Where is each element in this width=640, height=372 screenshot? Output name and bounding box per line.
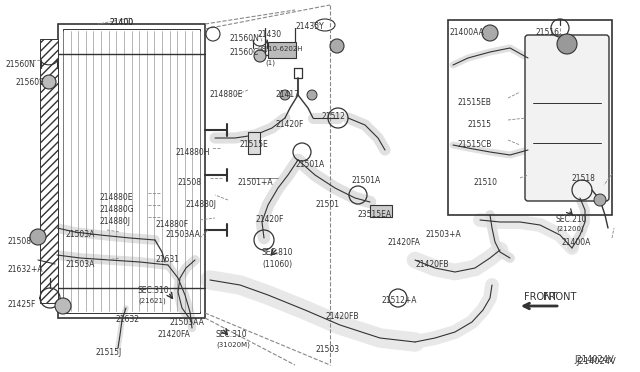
Text: SEC.810: SEC.810 [262,248,294,257]
Text: (11060): (11060) [262,260,292,269]
Circle shape [482,25,498,41]
Text: 21503AA: 21503AA [165,230,200,239]
Text: 08J10-6202H: 08J10-6202H [258,46,303,52]
Text: 214880E: 214880E [210,90,243,99]
Text: 21503+A: 21503+A [425,230,461,239]
Text: 214880F: 214880F [155,220,188,229]
Circle shape [280,90,290,100]
FancyBboxPatch shape [525,35,609,201]
Text: 21515J: 21515J [96,348,122,357]
Circle shape [55,298,71,314]
Text: 23515EA: 23515EA [358,210,392,219]
Text: 214880H: 214880H [175,148,209,157]
Text: 21435Y: 21435Y [296,22,324,31]
Text: 21430: 21430 [258,30,282,39]
Text: 21503: 21503 [316,345,340,354]
Circle shape [307,90,317,100]
Text: FRONT: FRONT [543,292,577,302]
Text: (1): (1) [265,59,275,65]
Text: (21621): (21621) [138,298,166,305]
Circle shape [557,34,577,54]
Text: 21515CB: 21515CB [458,140,492,149]
Text: 21420FB: 21420FB [415,260,449,269]
Text: (31020M): (31020M) [216,342,250,349]
Text: 21420FA: 21420FA [388,238,421,247]
Text: SEC.210: SEC.210 [556,215,588,224]
Circle shape [330,39,344,53]
Text: 21425F: 21425F [8,300,36,309]
Text: 21508: 21508 [178,178,202,187]
Text: 21420FA: 21420FA [158,330,191,339]
Text: 21400: 21400 [110,18,134,27]
Text: (21200): (21200) [556,226,584,232]
Text: 21400A: 21400A [562,238,591,247]
Text: SEC.310: SEC.310 [216,330,248,339]
Text: 21501+A: 21501+A [237,178,273,187]
Text: 214880G: 214880G [100,205,134,214]
Text: 21400: 21400 [110,18,134,27]
Text: 21512: 21512 [322,112,346,121]
Bar [248,132,260,154]
Text: 214880J: 214880J [100,217,131,226]
Circle shape [42,75,56,89]
Text: J214024V: J214024V [574,355,614,364]
Bar [370,205,392,217]
Text: 21560C: 21560C [230,48,259,57]
Text: 21503A: 21503A [65,260,94,269]
Text: 21515E: 21515E [240,140,269,149]
Text: 21560N: 21560N [5,60,35,69]
Text: 21512+A: 21512+A [382,296,417,305]
Bar [40,39,58,303]
Text: 21515: 21515 [468,120,492,129]
Text: 21400AA: 21400AA [450,28,485,37]
Bar [63,29,200,313]
Text: 21420F: 21420F [276,120,305,129]
Text: 21632+A: 21632+A [8,265,44,274]
Text: 21510: 21510 [474,178,498,187]
Text: 21516: 21516 [535,28,559,37]
Text: 21560E: 21560E [15,78,44,87]
Text: 21518: 21518 [572,174,596,183]
Text: 21420FB: 21420FB [326,312,360,321]
Text: 21503A: 21503A [65,230,94,239]
Bar [448,20,612,215]
Circle shape [254,50,266,62]
Bar [58,24,205,318]
Bar [268,42,296,58]
Text: J214024V: J214024V [576,357,616,366]
Text: 21501: 21501 [316,200,340,209]
Text: 21420F: 21420F [255,215,284,224]
Text: SEC.310: SEC.310 [138,286,170,295]
Text: 21632: 21632 [115,315,139,324]
Text: 21560N: 21560N [230,34,260,43]
Text: FRONT: FRONT [524,292,557,302]
Text: 21515EB: 21515EB [458,98,492,107]
Text: 21631: 21631 [155,255,179,264]
Text: 214880E: 214880E [100,193,134,202]
Text: 21503AA: 21503AA [170,318,205,327]
Text: 21417: 21417 [276,90,300,99]
Text: 21501A: 21501A [296,160,325,169]
Circle shape [30,229,46,245]
Text: 214880J: 214880J [185,200,216,209]
Circle shape [594,194,606,206]
Text: 21501A: 21501A [352,176,381,185]
Text: 21508: 21508 [8,237,32,246]
